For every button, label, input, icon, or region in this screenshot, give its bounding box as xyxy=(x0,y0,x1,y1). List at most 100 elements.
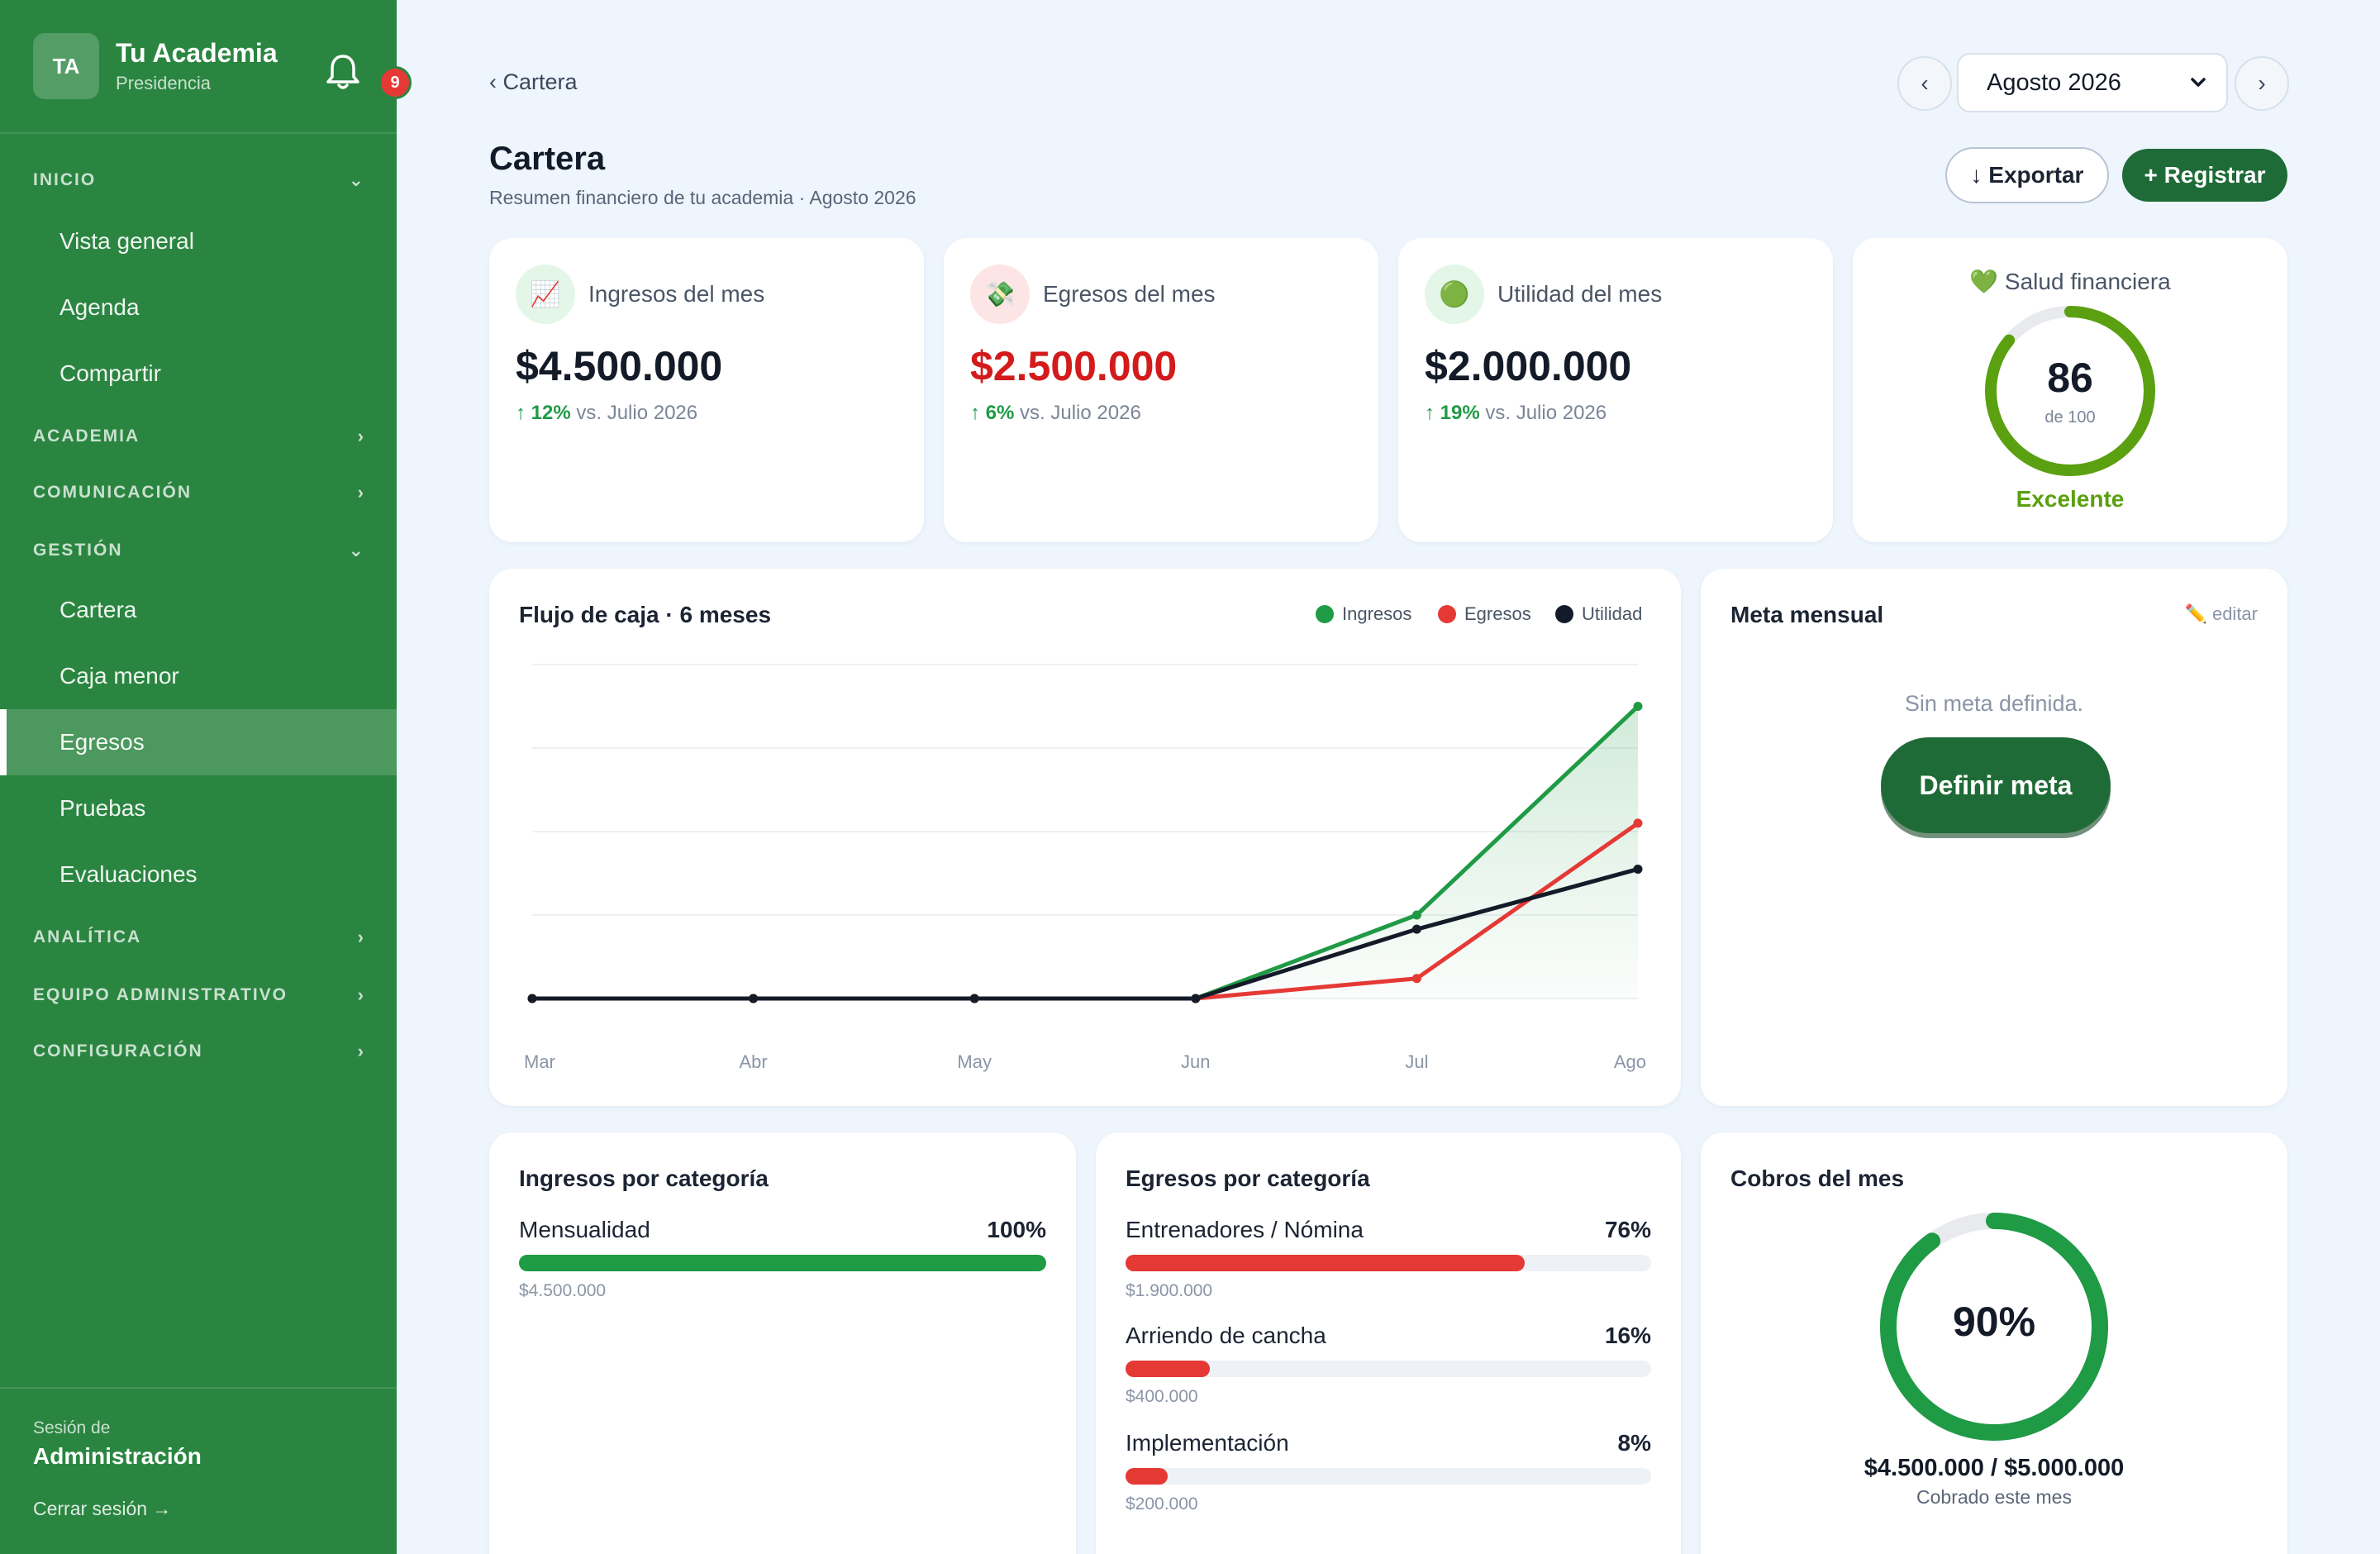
category-row: Entrenadores / Nómina 76% $1.900.000 xyxy=(1126,1217,1651,1308)
nav-item-egresos[interactable]: Egresos xyxy=(0,709,397,775)
register-button[interactable]: + Registrar xyxy=(2122,149,2287,202)
kpi-delta: ↑ 6% xyxy=(970,402,1015,424)
legend-swatch xyxy=(1438,605,1456,623)
chevron-left-icon: ‹ xyxy=(1921,70,1929,96)
category-bar-track xyxy=(1126,1255,1651,1271)
meta-empty-text: Sin meta definida. xyxy=(1904,691,2084,716)
section-inicio[interactable]: INICIO ⌄ xyxy=(33,164,364,197)
breadcrumb[interactable]: ‹ Cartera xyxy=(489,69,578,94)
edit-meta-link[interactable]: ✏️ editar xyxy=(2184,603,2258,624)
x-tick-label: Jul xyxy=(1405,1051,1428,1072)
logout-link[interactable]: Cerrar sesión → xyxy=(33,1498,172,1519)
x-tick-label: Jun xyxy=(1181,1051,1210,1072)
section-label: CONFIGURACIÓN xyxy=(33,1042,203,1061)
data-point-ingresos xyxy=(1633,702,1643,711)
data-point-utilidad xyxy=(1633,864,1643,874)
nav-item-compartir[interactable]: Compartir xyxy=(60,360,161,386)
nav-item-evaluaciones[interactable]: Evaluaciones xyxy=(60,861,198,887)
chevron-down-icon xyxy=(2191,78,2206,87)
kpi-card-egresos: 💸 Egresos del mes $2.500.000 ↑ 6% vs. Ju… xyxy=(944,238,1378,542)
kpi-delta: ↑ 19% xyxy=(1425,402,1480,424)
legend-item-utilidad: Utilidad xyxy=(1555,603,1642,625)
data-point-utilidad xyxy=(527,994,537,1003)
chart-up-icon: 📈 xyxy=(516,265,575,324)
kpi-compare-period: vs. Julio 2026 xyxy=(576,402,698,424)
ingresos-area xyxy=(532,706,1638,999)
next-month-button[interactable]: › xyxy=(2235,56,2289,111)
health-score-ring xyxy=(1985,306,2155,476)
kpi-card-utilidad: 🟢 Utilidad del mes $2.000.000 ↑ 19% vs. … xyxy=(1398,238,1833,542)
collections-subtitle: Cobrado este mes xyxy=(1916,1486,2072,1508)
health-card: 💚 Salud financiera 86 de 100 Excelente xyxy=(1853,238,2287,542)
nav-item-caja-menor[interactable]: Caja menor xyxy=(60,663,179,689)
section-label: ANALÍTICA xyxy=(33,927,142,946)
category-bar-track xyxy=(519,1255,1046,1271)
prev-month-button[interactable]: ‹ xyxy=(1897,56,1952,111)
kpi-value: $2.500.000 xyxy=(970,343,1178,389)
define-goal-button[interactable]: Definir meta xyxy=(1881,737,2111,833)
category-amount: $400.000 xyxy=(1126,1387,1198,1406)
kpi-compare-period: vs. Julio 2026 xyxy=(1020,402,1141,424)
money-wings-icon: 💸 xyxy=(970,265,1030,324)
category-name: Mensualidad xyxy=(519,1217,650,1242)
chevron-right-icon: › xyxy=(2258,70,2266,96)
legend-label: Utilidad xyxy=(1582,603,1643,624)
sidebar: TA Tu Academia Presidencia 9 INICIO ⌄ Vi… xyxy=(0,0,412,1554)
category-row: Implementación 8% $200.000 xyxy=(1126,1430,1651,1521)
avatar[interactable]: TA xyxy=(33,33,99,99)
export-button[interactable]: ↓ Exportar xyxy=(1945,147,2109,203)
section-equipo-administrativo[interactable]: EQUIPO ADMINISTRATIVO › xyxy=(33,979,364,1012)
nav-item-vista-general[interactable]: Vista general xyxy=(60,228,194,254)
x-tick-label: Abr xyxy=(739,1051,767,1072)
meta-title: Meta mensual xyxy=(1730,602,1884,627)
category-percent: 76% xyxy=(1604,1217,1651,1242)
nav-item-cartera[interactable]: Cartera xyxy=(60,597,137,622)
collections-card: Cobros del mes 90% $4.500.000 / $5.000.0… xyxy=(1701,1132,2287,1554)
session-label: Sesión de xyxy=(33,1418,111,1437)
category-bar-fill xyxy=(1126,1361,1210,1377)
month-select[interactable]: Agosto 2026 xyxy=(1957,53,2228,112)
bell-icon[interactable] xyxy=(322,51,364,93)
section-comunicacion[interactable]: COMUNICACIÓN › xyxy=(33,476,364,509)
section-label: GESTIÓN xyxy=(33,541,123,560)
collections-title: Cobros del mes xyxy=(1730,1166,1905,1191)
series-line-utilidad xyxy=(532,867,1639,1001)
chevron-right-icon: › xyxy=(357,984,364,1005)
kpi-compare-period: vs. Julio 2026 xyxy=(1485,402,1607,424)
cashflow-card: Flujo de caja · 6 meses Ingresos Egresos… xyxy=(489,569,1681,1106)
legend-item-ingresos: Ingresos xyxy=(1316,603,1411,625)
health-score: 86 xyxy=(2047,355,2093,401)
expense-categories-card: Egresos por categoría Entrenadores / Nóm… xyxy=(1096,1132,1681,1554)
cashflow-title: Flujo de caja · 6 meses xyxy=(519,602,772,627)
chevron-right-icon: › xyxy=(357,1041,364,1061)
category-name: Implementación xyxy=(1126,1430,1289,1456)
category-amount: $200.000 xyxy=(1126,1494,1198,1513)
green-heart-icon: 💚 xyxy=(1969,269,1999,294)
page-title: Cartera xyxy=(489,141,606,177)
cashflow-chart: Mar Abr May Jun Jul Ago xyxy=(524,664,1646,1072)
data-point-ingresos xyxy=(1411,910,1421,920)
section-analitica[interactable]: ANALÍTICA › xyxy=(33,921,364,954)
sidebar-divider xyxy=(0,132,397,134)
health-status: Excelente xyxy=(2016,486,2125,512)
category-bar-track xyxy=(1126,1361,1651,1377)
income-categories-card: Ingresos por categoría Mensualidad 100% … xyxy=(489,1132,1076,1554)
legend-label: Ingresos xyxy=(1342,603,1412,624)
data-point-utilidad xyxy=(1191,994,1201,1003)
notification-badge: 9 xyxy=(378,66,412,99)
health-title: Salud financiera xyxy=(2004,269,2171,294)
x-tick-label: Ago xyxy=(1614,1051,1646,1072)
x-tick-label: May xyxy=(957,1051,992,1072)
section-label: INICIO xyxy=(33,170,97,189)
app-name: Tu Academia xyxy=(116,38,278,68)
kpi-label: Egresos del mes xyxy=(1043,281,1216,307)
section-configuracion[interactable]: CONFIGURACIÓN › xyxy=(33,1035,364,1068)
section-academia[interactable]: ACADEMIA › xyxy=(33,420,364,453)
chevron-down-icon: ⌄ xyxy=(348,540,364,560)
section-gestion[interactable]: GESTIÓN ⌄ xyxy=(33,534,364,567)
legend-label: Egresos xyxy=(1464,603,1531,624)
page-subtitle: Resumen financiero de tu academia · Agos… xyxy=(489,187,916,208)
kpi-delta: ↑ 12% xyxy=(516,402,571,424)
nav-item-agenda[interactable]: Agenda xyxy=(60,294,140,320)
nav-item-pruebas[interactable]: Pruebas xyxy=(60,795,146,821)
